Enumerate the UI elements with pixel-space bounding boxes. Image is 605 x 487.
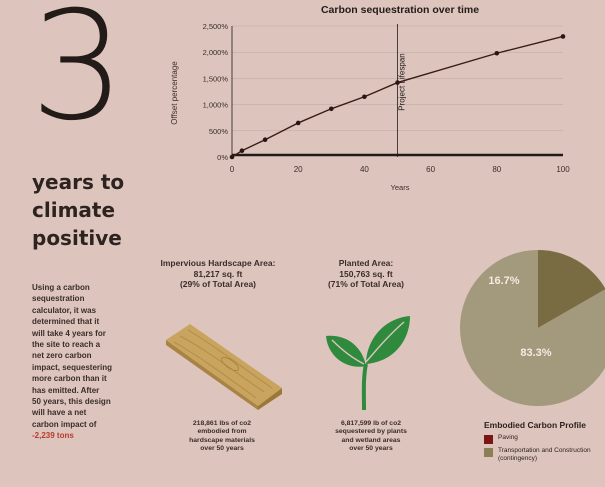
y-axis-ticks: 0% 500% 1,000% 1,500% 2,000% 2,500%	[203, 22, 229, 162]
body-line: calculator, it was	[32, 305, 132, 316]
pie-slice-label: 16.7%	[488, 275, 519, 287]
y-tick-label: 0%	[217, 153, 228, 162]
body-line: has emitted. After	[32, 385, 132, 396]
planted-caption-line: 6,817,599 lb of co2	[318, 420, 424, 428]
body-line: determined that it	[32, 316, 132, 327]
body-line: Using a carbon	[32, 282, 132, 293]
body-line: more carbon than it	[32, 373, 132, 384]
planted-caption: 6,817,599 lb of co2 sequestered by plant…	[318, 420, 424, 454]
wood-plank-icon	[160, 318, 285, 410]
legend-label: Paving	[498, 434, 518, 442]
hardscape-caption-line: embodied from	[170, 428, 274, 436]
planted-caption-line: sequestered by plants	[318, 428, 424, 436]
data-point	[561, 34, 566, 39]
headline-line: years to	[32, 168, 152, 196]
x-tick-label: 80	[492, 165, 501, 174]
y-tick-label: 2,500%	[203, 22, 229, 31]
y-tick-label: 1,000%	[203, 101, 229, 110]
hardscape-title-line: Impervious Hardscape Area:	[145, 258, 291, 269]
planted-title-line: Planted Area:	[306, 258, 426, 269]
hardscape-caption-line: hardscape materials	[170, 437, 274, 445]
body-line: will have a net	[32, 407, 132, 418]
legend-label: Transportation and Construction (conting…	[498, 447, 605, 462]
pie-legend: Embodied Carbon Profile Paving Transport…	[484, 420, 605, 465]
x-tick-label: 60	[426, 165, 435, 174]
y-tick-label: 1,500%	[203, 74, 229, 83]
body-line: net zero carbon	[32, 350, 132, 361]
y-axis-label: Offset percentage	[170, 61, 179, 125]
body-line: 50 years, this design	[32, 396, 132, 407]
legend-swatch	[484, 448, 493, 457]
pie-slice-label: 83.3%	[520, 347, 551, 359]
x-axis-label: Years	[391, 183, 410, 192]
y-tick-label: 500%	[209, 127, 229, 136]
body-line: sequestration	[32, 293, 132, 304]
planted-caption-line: and wetland areas	[318, 437, 424, 445]
hardscape-title: Impervious Hardscape Area: 81,217 sq. ft…	[145, 258, 291, 290]
x-tick-label: 40	[360, 165, 369, 174]
headline: years to climate positive	[32, 168, 152, 252]
data-point	[329, 106, 334, 111]
planted-title-line: 150,763 sq. ft	[306, 269, 426, 280]
legend-item-transportation: Transportation and Construction (conting…	[484, 447, 605, 462]
body-line: carbon impact of	[32, 419, 132, 430]
hardscape-caption-line: 218,861 lbs of co2	[170, 420, 274, 428]
y-tick-label: 2,000%	[203, 48, 229, 57]
carbon-impact-value: -2,239 tons	[32, 430, 132, 441]
description-text: Using a carbon sequestration calculator,…	[32, 282, 132, 442]
leaf-sprout-icon	[322, 312, 412, 412]
hardscape-caption: 218,861 lbs of co2 embodied from hardsca…	[170, 420, 274, 454]
headline-line: climate	[32, 196, 152, 224]
headline-line: positive	[32, 224, 152, 252]
sequestration-line-chart: Carbon sequestration over time 0% 500% 1,0…	[160, 0, 580, 200]
body-line: the site to reach a	[32, 339, 132, 350]
body-line: impact, sequestering	[32, 362, 132, 373]
x-tick-label: 0	[230, 165, 235, 174]
data-point	[240, 148, 245, 153]
data-point	[263, 137, 268, 142]
data-point	[230, 155, 235, 160]
pie-slices	[460, 250, 605, 406]
embodied-carbon-pie-chart: 16.7% 83.3%	[458, 248, 605, 408]
planted-title-line: (71% of Total Area)	[306, 279, 426, 290]
hardscape-title-line: 81,217 sq. ft	[145, 269, 291, 280]
data-point	[296, 121, 301, 126]
data-point	[495, 51, 500, 56]
chart-title: Carbon sequestration over time	[321, 4, 479, 16]
x-tick-label: 100	[556, 165, 570, 174]
planted-title: Planted Area: 150,763 sq. ft (71% of Tot…	[306, 258, 426, 290]
legend-swatch	[484, 435, 493, 444]
hardscape-caption-line: over 50 years	[170, 445, 274, 453]
body-line: will take 4 years for	[32, 328, 132, 339]
data-point	[395, 80, 400, 85]
big-number: 3	[30, 0, 125, 142]
legend-item-paving: Paving	[484, 434, 605, 444]
legend-title: Embodied Carbon Profile	[484, 420, 605, 430]
hardscape-title-line: (29% of Total Area)	[145, 279, 291, 290]
x-axis-ticks: 0 20 40 60 80 100	[230, 165, 570, 174]
data-point	[362, 94, 367, 99]
x-tick-label: 20	[294, 165, 303, 174]
planted-caption-line: over 50 years	[318, 445, 424, 453]
